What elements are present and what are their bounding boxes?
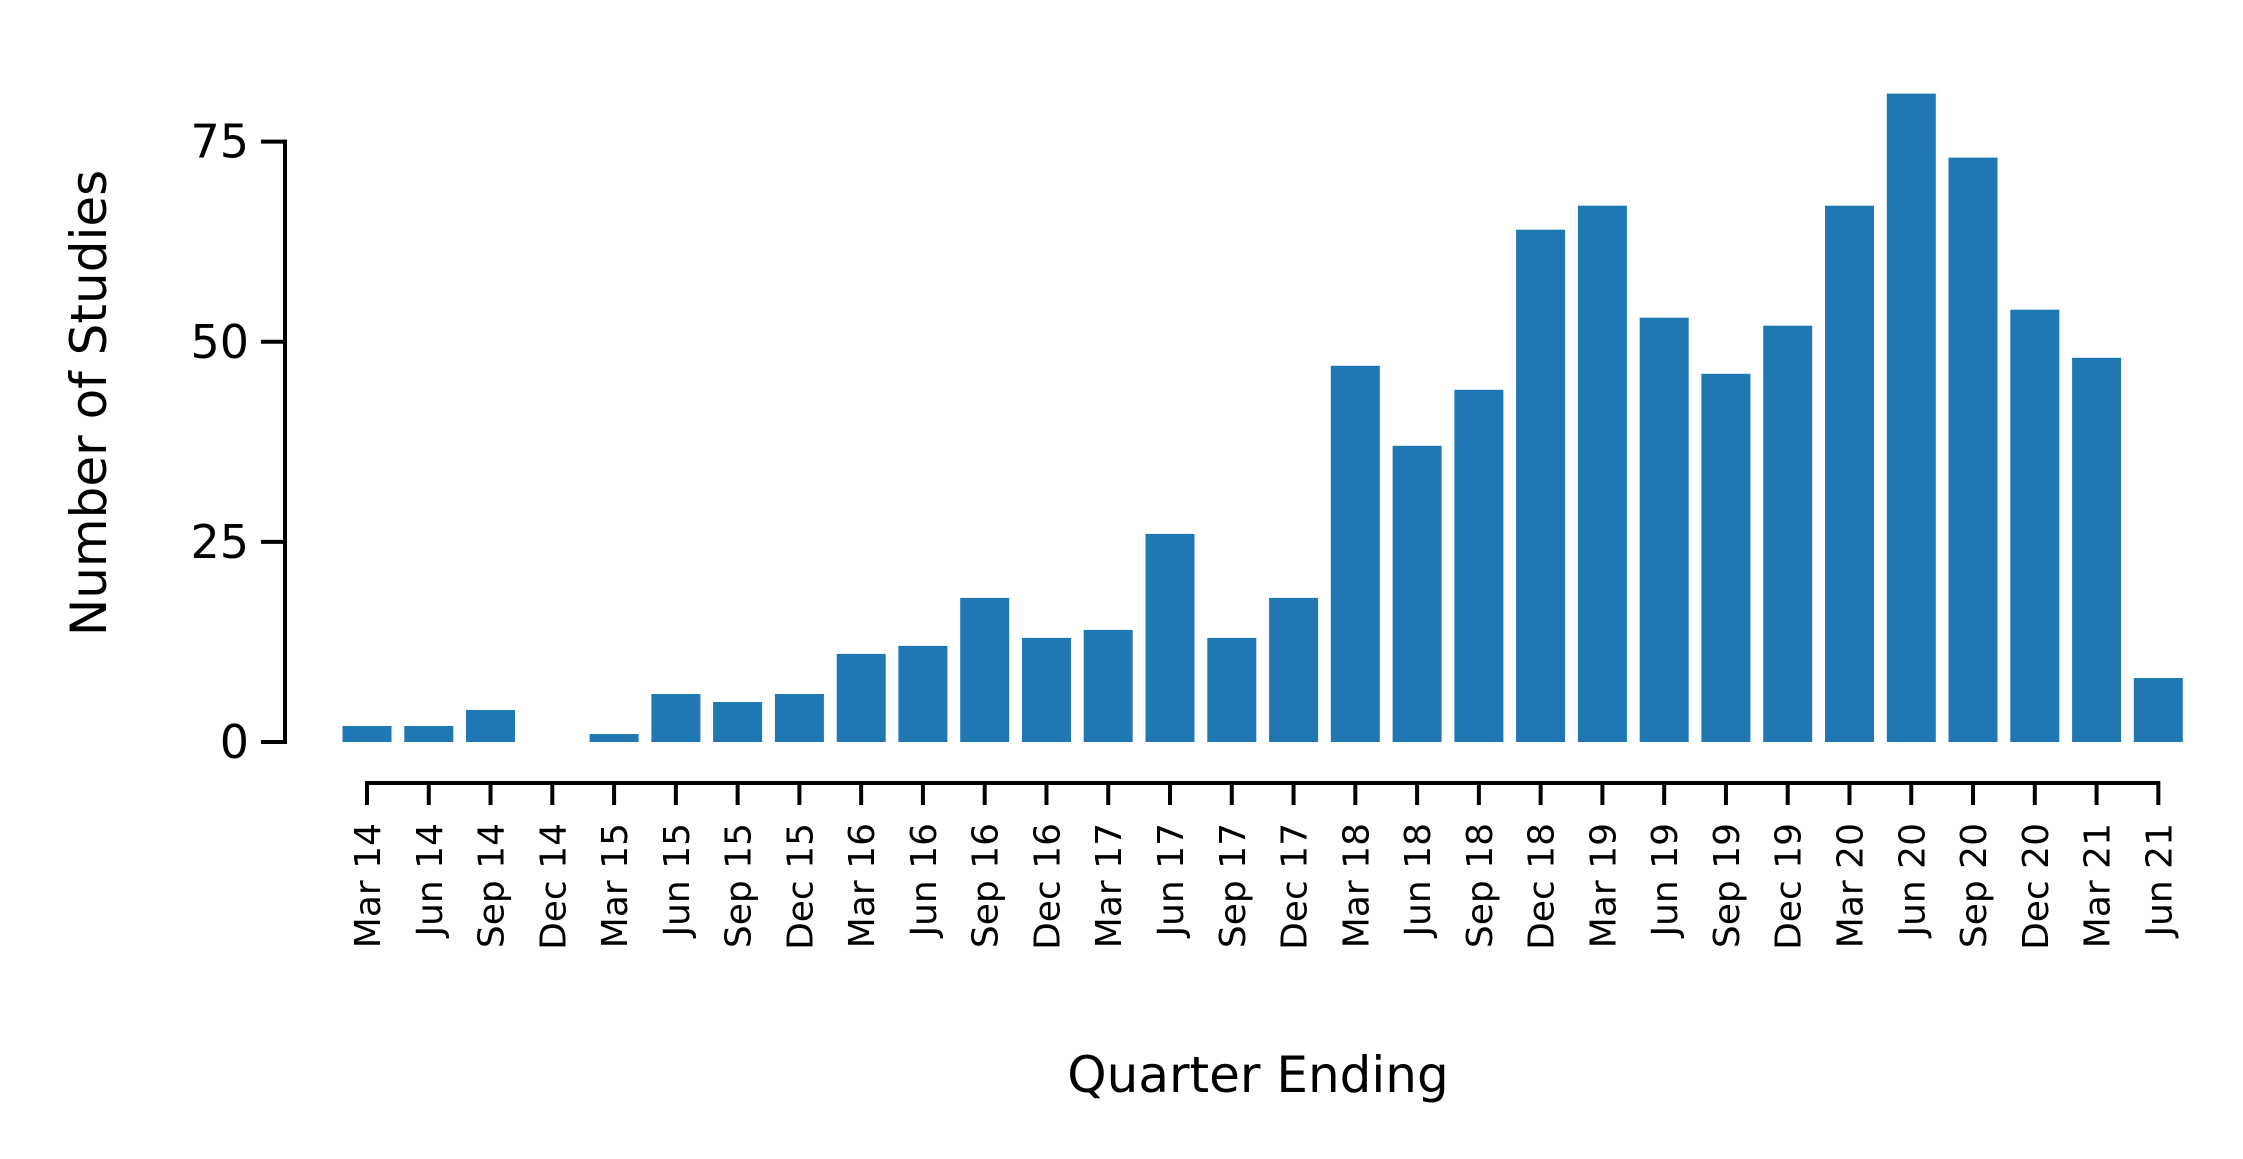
bar-mar-20 [1825,205,1874,742]
x-tick-label-sep-17: Sep 17 [1213,823,1254,948]
bar-mar-14 [342,726,392,742]
x-tick-label-dec-19: Dec 19 [1769,823,1810,950]
x-tick-label-sep-16: Sep 16 [966,823,1007,948]
x-tick-label-jun-14: Jun 14 [410,823,451,939]
bar-jun-14 [404,726,454,742]
bar-jun-20 [1886,93,1936,743]
bar-jun-21 [2133,678,2183,742]
bar-mar-19 [1577,205,1627,742]
x-tick-label-mar-17: Mar 17 [1089,823,1130,948]
x-tick-label-sep-19: Sep 19 [1707,823,1748,948]
x-axis-title: Quarter Ending [1067,1046,1448,1104]
x-tick-label-jun-17: Jun 17 [1151,823,1192,939]
y-tick-label-25: 25 [190,515,249,569]
bar-jun-19 [1639,317,1689,742]
bar-dec-15 [774,694,824,742]
y-axis-ticks: 0 25 50 75 [190,115,285,769]
x-tick-label-sep-14: Sep 14 [472,823,513,948]
bar-dec-20 [2010,309,2060,742]
bar-sep-14 [466,710,515,742]
y-tick-label-75: 75 [190,115,249,169]
bar-mar-16 [836,653,886,742]
x-tick-label-jun-15: Jun 15 [657,823,698,939]
x-tick-label-mar-21: Mar 21 [2078,823,2119,948]
y-axis-title: Number of Studies [60,170,118,636]
y-tick-label-50: 50 [190,315,249,369]
bar-dec-17 [1269,597,1319,742]
x-tick-label-mar-19: Mar 19 [1583,823,1624,948]
x-tick-label-dec-16: Dec 16 [1027,823,1068,950]
bar-mar-17 [1083,629,1133,742]
x-tick-label-mar-15: Mar 15 [595,823,636,948]
bar-dec-19 [1763,325,1813,742]
x-tick-label-dec-20: Dec 20 [2016,823,2057,950]
x-tick-label-jun-19: Jun 19 [1645,823,1686,939]
bar-mar-15 [589,734,639,742]
y-tick-label-0: 0 [220,715,249,769]
bar-jun-17 [1145,533,1195,742]
x-tick-label-jun-18: Jun 18 [1398,823,1439,939]
bar-sep-15 [713,702,763,742]
bar-mar-18 [1330,365,1380,742]
bars [342,93,2183,743]
bar-dec-18 [1516,229,1566,742]
x-tick-label-jun-20: Jun 20 [1892,823,1933,939]
x-tick-label-jun-16: Jun 16 [904,823,945,939]
bar-sep-20 [1948,157,1998,743]
bar-dec-16 [1022,637,1071,742]
bar-jun-15 [651,694,701,742]
bar-mar-21 [2072,357,2122,742]
x-tick-label-dec-17: Dec 17 [1275,823,1316,950]
x-tick-label-sep-15: Sep 15 [719,823,760,948]
bar-jun-16 [898,645,948,742]
x-tick-label-dec-18: Dec 18 [1522,823,1563,950]
bar-sep-19 [1701,373,1751,742]
bar-sep-18 [1454,389,1504,742]
x-axis-ticks: Mar 14 Jun 14 Sep 14 Dec 14 Mar 15 Jun 15 Sep … [348,783,2180,950]
x-tick-label-mar-14: Mar 14 [348,823,389,948]
bar-sep-16 [960,597,1010,742]
bar-sep-17 [1207,637,1257,742]
x-tick-label-dec-14: Dec 14 [533,823,574,950]
bar-jun-18 [1392,445,1442,742]
x-tick-label-dec-15: Dec 15 [780,823,821,950]
x-tick-label-sep-18: Sep 18 [1460,823,1501,948]
x-tick-label-sep-20: Sep 20 [1954,823,1995,948]
x-tick-label-jun-21: Jun 21 [2139,823,2180,939]
x-tick-label-mar-16: Mar 16 [842,823,883,948]
x-tick-label-mar-20: Mar 20 [1830,823,1871,948]
x-tick-label-mar-18: Mar 18 [1336,823,1377,948]
